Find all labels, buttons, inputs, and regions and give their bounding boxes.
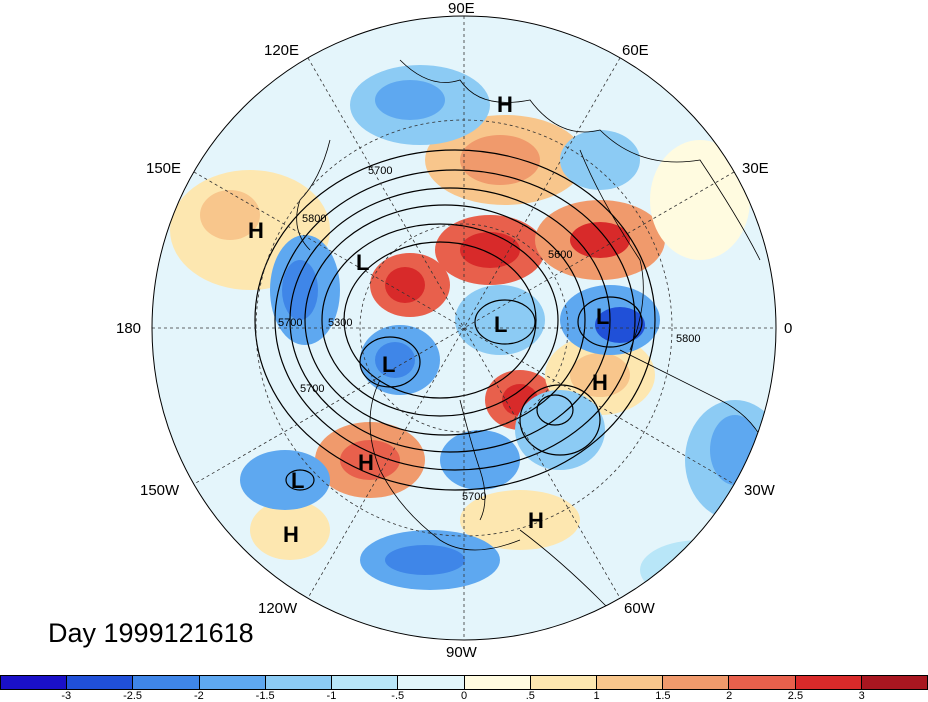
- colorbar-tick-label: 3: [858, 690, 865, 702]
- colorbar-swatch: [464, 676, 531, 689]
- colorbar-swatch: [199, 676, 266, 689]
- colorbar-swatch: [729, 676, 796, 689]
- colorbar-swatch: [133, 676, 200, 689]
- colorbar-swatch: [398, 676, 465, 689]
- contour-label: 5700: [368, 165, 392, 177]
- colorbar-tick-label: -3: [61, 690, 72, 702]
- lon-label-150e: 150E: [146, 160, 182, 177]
- low-pressure-marker: L: [291, 468, 305, 493]
- high-pressure-marker: H: [248, 218, 264, 243]
- colorbar-swatch: [332, 676, 399, 689]
- contour-label: 5700: [462, 491, 486, 503]
- contour-label-group: 5700 5800 5600 5300 5700 5700 5800 5700: [278, 165, 700, 503]
- lon-label-30w: 30W: [744, 482, 775, 499]
- lon-label-180: 180: [116, 320, 142, 337]
- colorbar-tick-label: 0: [460, 690, 468, 702]
- colorbar-tick-label: -2: [193, 690, 204, 702]
- contour-label: 5700: [300, 383, 324, 395]
- lon-label-150w: 150W: [140, 482, 180, 499]
- colorbar-tick-label: .5: [525, 690, 535, 702]
- map-title: Day 1999121618: [48, 618, 254, 648]
- colorbar-swatch: [861, 676, 928, 689]
- high-pressure-marker: H: [528, 508, 544, 533]
- lon-label-60w: 60W: [624, 600, 655, 617]
- map-boundary: [151, 15, 777, 641]
- colorbar: [0, 675, 928, 690]
- lon-label-30e: 30E: [742, 160, 769, 177]
- contour-label: 5600: [548, 249, 572, 261]
- low-pressure-marker: L: [494, 312, 508, 337]
- colorbar-swatch: [265, 676, 333, 689]
- colorbar-tick-label: -1: [326, 690, 337, 702]
- lon-label-60e: 60E: [622, 42, 649, 59]
- lon-label-90e: 90E: [448, 0, 475, 17]
- lon-label-90w: 90W: [446, 644, 477, 661]
- high-pressure-marker: H: [283, 522, 299, 547]
- lon-label-0: 0: [784, 320, 793, 337]
- colorbar-tick-label: 2: [726, 690, 733, 702]
- colorbar-swatch: [530, 676, 597, 689]
- contour-label: 5800: [302, 213, 326, 225]
- height-contours: [254, 149, 656, 491]
- colorbar-tick-label: 1: [593, 690, 600, 702]
- colorbar-swatch: [67, 676, 134, 689]
- colorbar-tick-label: -1.5: [255, 690, 275, 702]
- low-pressure-marker: L: [596, 304, 610, 329]
- colorbar-tick-label: 1.5: [655, 690, 671, 702]
- coastlines: [296, 59, 771, 640]
- contour-label: 5800: [676, 333, 700, 345]
- contour-label: 5300: [328, 317, 352, 329]
- colorbar-swatch: [795, 676, 862, 689]
- colorbar-tick-label: -.5: [391, 690, 405, 702]
- high-pressure-marker: H: [358, 450, 374, 475]
- lon-label-120e: 120E: [264, 42, 300, 59]
- colorbar-swatch: [596, 676, 664, 689]
- contour-label: 5700: [278, 317, 302, 329]
- low-pressure-marker: L: [356, 250, 370, 275]
- colorbar-tick-label: -2.5: [123, 690, 143, 702]
- colorbar-swatch: [663, 676, 730, 689]
- lat-lon-grid: [152, 16, 776, 640]
- low-pressure-marker: L: [382, 352, 396, 377]
- colorbar-swatch: [1, 676, 68, 689]
- lon-label-120w: 120W: [258, 600, 298, 617]
- colorbar-tick-label: 2.5: [787, 690, 804, 702]
- high-pressure-marker: H: [497, 92, 513, 117]
- high-pressure-marker: H: [592, 370, 608, 395]
